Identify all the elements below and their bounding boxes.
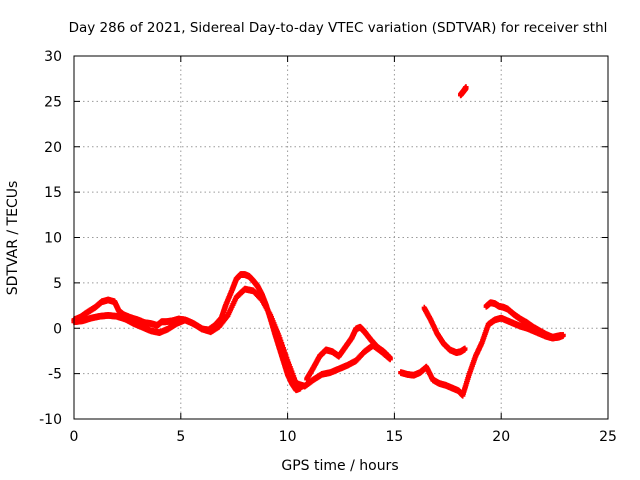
y-tick-label: -5 — [48, 367, 62, 383]
data-point — [462, 347, 468, 353]
axis-ticks: 0 5 10 15 20 25 -10 -5 0 5 10 15 20 25 30 — [39, 49, 617, 445]
series-midday-arch — [304, 323, 393, 383]
y-tick-label: 15 — [44, 185, 62, 201]
data-point — [387, 356, 393, 362]
x-tick-label: 20 — [492, 429, 510, 445]
data-points — [71, 84, 566, 399]
y-tick-label: 0 — [53, 321, 62, 337]
y-tick-label: -10 — [39, 412, 62, 428]
y-tick-label: 20 — [44, 140, 62, 156]
x-tick-label: 5 — [176, 429, 185, 445]
y-tick-label: 10 — [44, 231, 62, 247]
data-point — [558, 333, 564, 339]
series-upper-band — [71, 271, 304, 394]
series-evening-rise — [483, 299, 564, 341]
series-evening-dip — [421, 304, 468, 356]
x-axis-label: GPS time / hours — [281, 458, 398, 474]
chart-title: Day 286 of 2021, Sidereal Day-to-day VTE… — [69, 20, 608, 36]
y-tick-label: 25 — [44, 94, 62, 110]
x-tick-label: 10 — [279, 429, 297, 445]
y-axis-label: SDTVAR / TECUs — [5, 181, 21, 296]
plot-frame — [73, 55, 609, 420]
y-tick-label: 5 — [53, 276, 62, 292]
x-tick-label: 0 — [70, 429, 79, 445]
series-lower-band — [71, 285, 393, 390]
y-tick-label: 30 — [44, 49, 62, 65]
x-tick-label: 25 — [599, 429, 617, 445]
series-outlier-cluster — [458, 84, 469, 99]
data-point — [463, 85, 469, 91]
series-afternoon-drop — [398, 314, 566, 399]
x-tick-label: 15 — [385, 429, 403, 445]
